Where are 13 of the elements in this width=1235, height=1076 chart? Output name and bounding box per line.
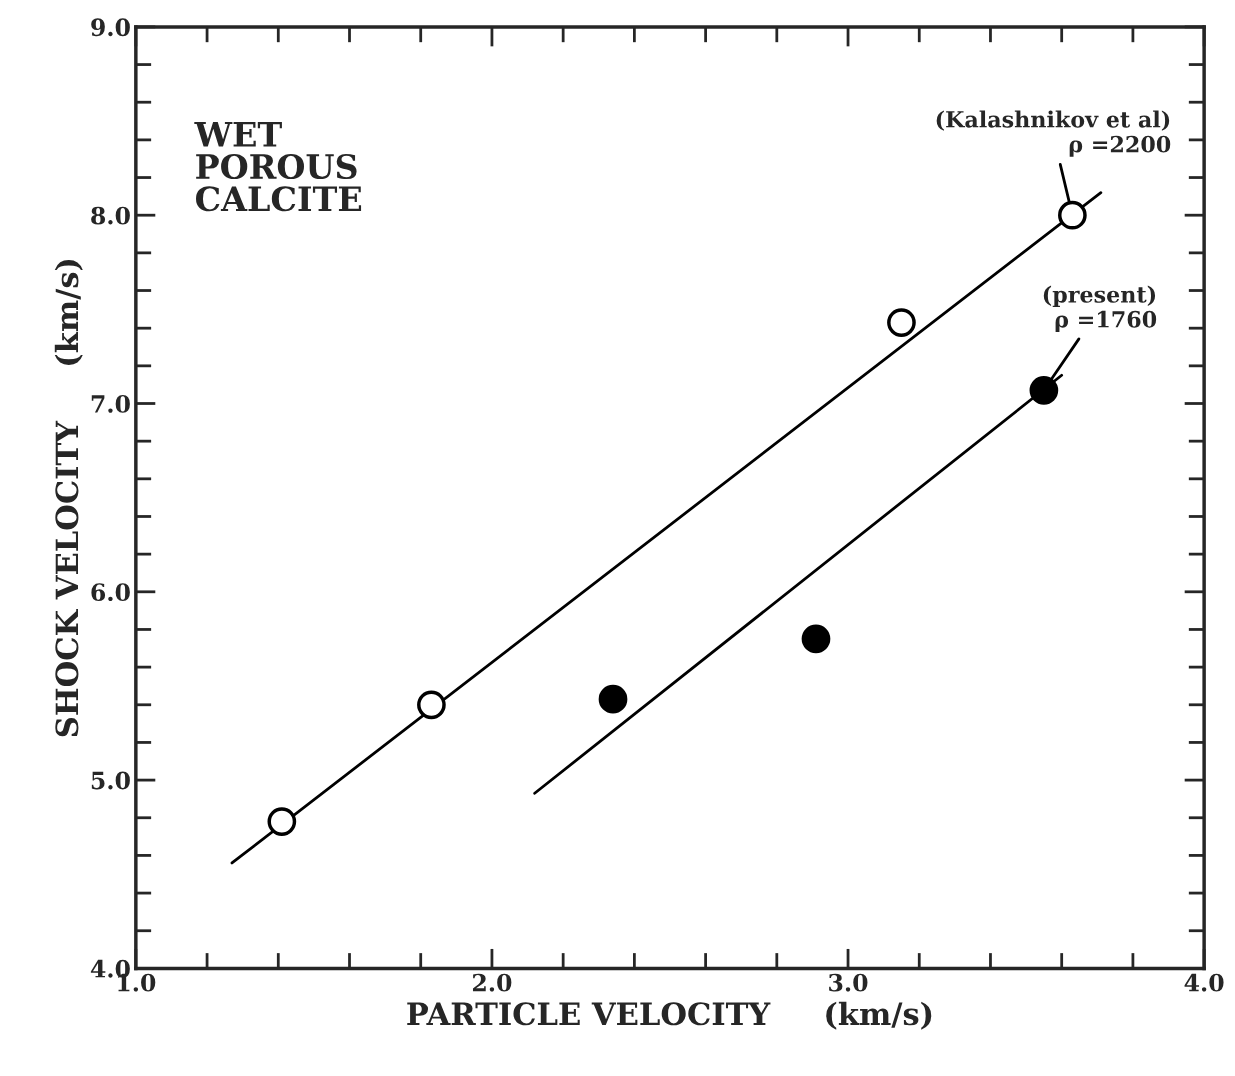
y-tick-label: 8.0: [91, 206, 130, 225]
y-tick-label: 6.0: [91, 583, 130, 602]
y-tick-label: 7.0: [91, 394, 130, 413]
annotation: (present) ρ =1760: [1043, 285, 1157, 332]
y-tick-label: 5.0: [91, 771, 130, 790]
x-tick-label: 2.0: [472, 973, 512, 992]
x-axis-title: PARTICLE VELOCITY (km/s): [407, 1001, 932, 1030]
y-tick-label: 9.0: [91, 18, 130, 37]
annotation: WET POROUS CALCITE: [194, 122, 362, 212]
x-tick-label: 4.0: [1184, 973, 1224, 992]
x-tick-label: 3.0: [829, 973, 868, 992]
y-axis-title: SHOCK VELOCITY (km/s): [54, 259, 83, 737]
annotation: (Kalashnikov et al) ρ =2200: [936, 110, 1171, 157]
